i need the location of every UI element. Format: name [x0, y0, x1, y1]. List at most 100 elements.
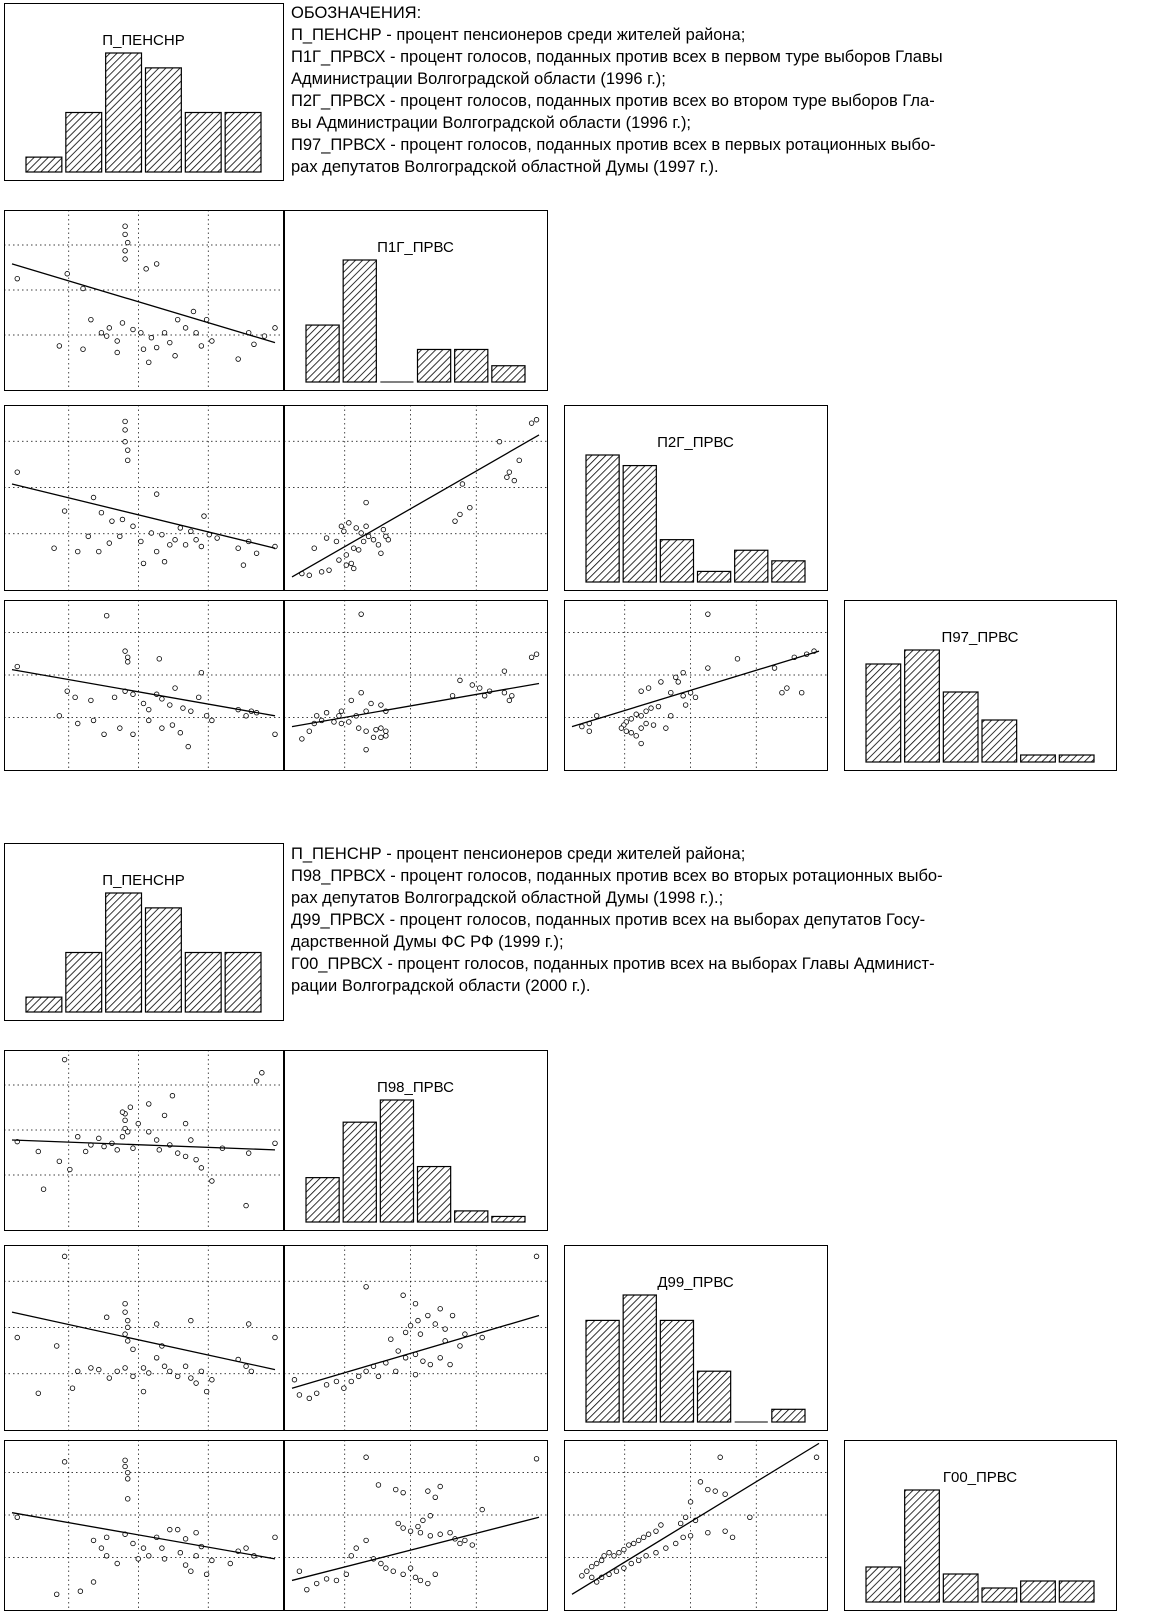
- histogram-bar: [379, 1099, 415, 1223]
- scatter-point: [643, 708, 649, 714]
- scatter-point: [479, 1334, 485, 1341]
- scatter-point: [638, 725, 644, 731]
- scatter-panel-п1г-првс-п2г-првс: [284, 405, 548, 591]
- scatter-point: [122, 648, 128, 654]
- scatter-point: [243, 713, 249, 719]
- scatter-point: [169, 722, 176, 728]
- scatter-point: [432, 1321, 438, 1327]
- scatter-point: [331, 719, 337, 725]
- scatter-point: [122, 427, 128, 433]
- scatter-point: [626, 1542, 632, 1548]
- scatter-point: [432, 1494, 438, 1500]
- scatter-point: [117, 725, 123, 731]
- scatter-point: [82, 1148, 89, 1155]
- scatter-point: [616, 1550, 622, 1556]
- scatter-point: [437, 1483, 443, 1490]
- scatter-point: [182, 542, 189, 548]
- scatter-point: [533, 1253, 540, 1260]
- scatter-point: [122, 1117, 128, 1124]
- scatter-point: [598, 1557, 605, 1564]
- scatter-point: [90, 1537, 97, 1544]
- scatter-frame: [4, 405, 284, 591]
- scatter-frame: [4, 210, 284, 391]
- scatter-point: [457, 1540, 463, 1547]
- scatter-point: [333, 1577, 340, 1584]
- scatter-point: [193, 1530, 199, 1536]
- scatter-point: [172, 537, 178, 543]
- scatter-point: [528, 654, 535, 660]
- histogram-г00-првс: Г00_ПРВС: [844, 1440, 1117, 1611]
- legend-line: П_ПЕНСНР - процент пенсионеров среди жит…: [291, 845, 746, 863]
- scatter-point: [127, 1104, 134, 1110]
- histogram-bar: [105, 892, 143, 1013]
- scatter-point: [69, 1385, 76, 1391]
- scatter-point: [56, 713, 63, 719]
- scatter-point: [198, 343, 205, 349]
- scatter-point: [188, 528, 194, 534]
- scatter-point: [272, 1534, 278, 1541]
- scatter-point: [653, 1528, 659, 1534]
- scatter-point: [621, 1565, 627, 1571]
- scatter-point: [122, 1463, 128, 1470]
- scatter-point: [417, 1331, 424, 1337]
- histogram-bar: [981, 719, 1018, 763]
- scatter-point: [449, 1312, 456, 1319]
- legend-line: Г00_ПРВСХ - процент голосов, поданных пр…: [291, 955, 935, 973]
- histogram-bar: [622, 464, 657, 583]
- scatter-point: [323, 535, 330, 541]
- scatter-point: [348, 560, 354, 567]
- scatter-point: [400, 1571, 406, 1577]
- histogram-bar: [1020, 754, 1056, 763]
- scatter-point: [169, 1093, 176, 1099]
- scatter-point: [114, 338, 120, 344]
- histogram-bar: [904, 649, 940, 763]
- scatter-point: [130, 1373, 136, 1380]
- scatter-point: [675, 679, 681, 685]
- scatter-point: [643, 720, 649, 727]
- scatter-point: [643, 1553, 649, 1559]
- regression-line: [11, 263, 276, 344]
- scatter-point: [251, 341, 257, 347]
- scatter-point: [469, 682, 476, 688]
- scatter-point: [146, 1101, 152, 1107]
- scatter-point: [779, 690, 785, 696]
- scatter-point: [125, 659, 131, 665]
- scatter-panel-п-пенснр-д99-првс: [4, 1245, 284, 1431]
- scatter-point: [106, 540, 113, 546]
- scatter-panel-п-пенснр-п1г-првс: [4, 210, 284, 391]
- scatter-point: [40, 1186, 47, 1192]
- scatter-point: [383, 733, 389, 739]
- scatter-point: [167, 1368, 173, 1374]
- histogram-п-пенснр: П_ПЕНСНР: [4, 843, 284, 1021]
- scatter-point: [668, 713, 674, 719]
- scatter-point: [504, 474, 510, 480]
- scatter-point: [346, 520, 352, 526]
- scatter-point: [442, 1326, 448, 1332]
- scatter-frame: [4, 1050, 284, 1231]
- scatter-point: [579, 1573, 585, 1579]
- scatter-point: [373, 726, 379, 733]
- scatter-point: [648, 705, 654, 711]
- scatter-point: [341, 1385, 347, 1391]
- scatter-point: [96, 1366, 102, 1373]
- scatter-point: [469, 1542, 476, 1548]
- scatter-point: [182, 1363, 189, 1369]
- scatter-point: [393, 1486, 399, 1493]
- scatter-point: [122, 439, 128, 445]
- scatter-panel-п-пенснр-п97-првс: [4, 600, 284, 771]
- regression-line: [291, 434, 540, 578]
- histogram-bar: [771, 1408, 806, 1423]
- scatter-point: [420, 1358, 426, 1364]
- scatter-point: [64, 688, 70, 694]
- scatter-panel-п-пенснр-г00-првс: [4, 1440, 284, 1611]
- scatter-point: [56, 1158, 63, 1165]
- histogram-д99-првс: Д99_ПРВС: [564, 1245, 828, 1431]
- scatter-point: [130, 523, 136, 529]
- scatter-point: [645, 1531, 652, 1537]
- scatter-point: [75, 1368, 81, 1374]
- scatter-point: [594, 713, 600, 719]
- scatter-point: [35, 1390, 41, 1396]
- scatter-point: [153, 1321, 160, 1327]
- scatter-point: [705, 611, 711, 617]
- scatter-point: [193, 1156, 199, 1163]
